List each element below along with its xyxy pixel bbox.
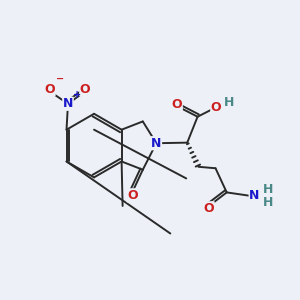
Text: O: O [44, 82, 55, 95]
Text: H: H [224, 95, 234, 109]
Text: N: N [249, 189, 260, 203]
Text: O: O [172, 98, 182, 111]
Text: O: O [203, 202, 214, 215]
Text: N: N [151, 137, 161, 150]
Text: O: O [80, 82, 90, 95]
Text: O: O [127, 189, 138, 202]
Text: +: + [73, 90, 81, 100]
Text: −: − [56, 74, 64, 84]
Text: O: O [211, 100, 221, 113]
Text: H: H [263, 196, 273, 209]
Text: N: N [63, 97, 73, 110]
Text: H: H [263, 183, 273, 196]
